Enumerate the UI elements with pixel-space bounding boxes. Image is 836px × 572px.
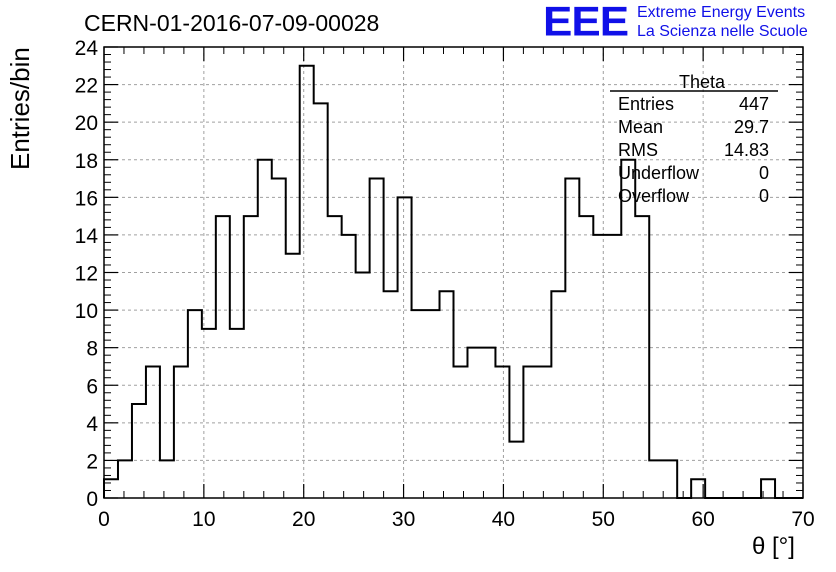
x-tick-label: 0 bbox=[98, 508, 110, 531]
y-tick-label: 22 bbox=[75, 75, 98, 98]
stats-row-value: 447 bbox=[739, 94, 769, 114]
histogram-outline bbox=[103, 64, 803, 499]
histogram-bin bbox=[481, 348, 495, 498]
stats-row-label: Entries bbox=[618, 94, 674, 114]
y-tick-label: 2 bbox=[86, 450, 98, 473]
y-tick-label: 0 bbox=[86, 488, 98, 511]
histogram-bin bbox=[523, 366, 537, 498]
histogram-bin bbox=[146, 366, 160, 498]
axis-ticks bbox=[103, 46, 804, 499]
stats-row-value: 0 bbox=[759, 186, 769, 206]
logo-caption-line1: Extreme Energy Events bbox=[637, 4, 806, 21]
histogram-bin bbox=[537, 366, 551, 498]
histogram-bin bbox=[244, 216, 258, 498]
histogram-bin bbox=[607, 235, 621, 498]
histogram-bin bbox=[467, 348, 481, 498]
histogram-bins bbox=[104, 66, 775, 498]
stats-row-label: Mean bbox=[618, 117, 663, 137]
histogram-bin bbox=[384, 291, 398, 498]
stats-title: Theta bbox=[679, 72, 726, 92]
histogram-bin bbox=[286, 254, 300, 498]
stats-row-label: Overflow bbox=[618, 186, 690, 206]
x-axis-label: θ [°] bbox=[752, 533, 795, 560]
histogram-bin bbox=[160, 460, 174, 498]
histogram-bin bbox=[314, 103, 328, 498]
histogram-bin bbox=[272, 179, 286, 498]
y-tick-label: 14 bbox=[75, 225, 99, 248]
histogram-bin bbox=[412, 310, 426, 498]
y-tick-label: 24 bbox=[75, 37, 99, 60]
x-tick-label: 50 bbox=[592, 508, 615, 531]
histogram-bin bbox=[202, 329, 216, 498]
histogram-bin bbox=[663, 460, 677, 498]
histogram-bin bbox=[118, 460, 132, 498]
histogram-bin bbox=[188, 310, 202, 498]
run-title: CERN-01-2016-07-09-00028 bbox=[84, 10, 380, 36]
histogram-bin bbox=[370, 179, 384, 498]
logo-caption: Extreme Energy Events La Scienza nelle S… bbox=[637, 3, 808, 41]
stats-row-label: RMS bbox=[618, 140, 658, 160]
histogram-bin bbox=[495, 366, 509, 498]
histogram-bin bbox=[593, 235, 607, 498]
histogram-bin bbox=[230, 329, 244, 498]
histogram-bin bbox=[132, 404, 146, 498]
histogram-bin bbox=[174, 366, 188, 498]
y-tick-label: 16 bbox=[75, 187, 98, 210]
histogram-bin bbox=[426, 310, 440, 498]
histogram-bin bbox=[621, 160, 635, 498]
y-tick-label: 6 bbox=[86, 375, 98, 398]
histogram-bin bbox=[104, 479, 118, 498]
stats-row-label: Underflow bbox=[618, 163, 700, 183]
histogram-bin bbox=[454, 366, 468, 498]
histogram-bin bbox=[509, 442, 523, 498]
x-tick-label: 30 bbox=[392, 508, 415, 531]
grid-lines bbox=[104, 47, 803, 498]
histogram-bin bbox=[258, 160, 272, 498]
histogram-bin bbox=[551, 291, 565, 498]
x-tick-label: 40 bbox=[492, 508, 515, 531]
histogram-bin bbox=[300, 66, 314, 498]
histogram-bin bbox=[635, 216, 649, 498]
logo-caption-line2: La Scienza nelle Scuole bbox=[637, 23, 808, 40]
histogram-bin bbox=[342, 235, 356, 498]
x-tick-label: 10 bbox=[192, 508, 215, 531]
y-tick-label: 8 bbox=[86, 338, 98, 361]
histogram-bin bbox=[356, 273, 370, 499]
y-tick-label: 10 bbox=[75, 300, 98, 323]
x-tick-label: 70 bbox=[791, 508, 814, 531]
histogram-bin bbox=[649, 460, 663, 498]
stats-row-value: 0 bbox=[759, 163, 769, 183]
y-tick-label: 20 bbox=[75, 112, 98, 135]
histogram-bin bbox=[216, 216, 230, 498]
eee-logo: EEE bbox=[543, 0, 629, 45]
stats-row-value: 14.83 bbox=[724, 140, 769, 160]
histogram-bin bbox=[440, 291, 454, 498]
y-tick-label: 12 bbox=[75, 263, 98, 286]
histogram-bin bbox=[565, 179, 579, 498]
y-tick-label: 18 bbox=[75, 150, 98, 173]
x-tick-label: 60 bbox=[691, 508, 714, 531]
stats-row-value: 29.7 bbox=[734, 117, 769, 137]
histogram-bin bbox=[579, 216, 593, 498]
x-tick-label: 20 bbox=[292, 508, 315, 531]
y-tick-label: 4 bbox=[86, 413, 98, 436]
histogram-bin bbox=[398, 197, 412, 498]
histogram-bin bbox=[328, 216, 342, 498]
